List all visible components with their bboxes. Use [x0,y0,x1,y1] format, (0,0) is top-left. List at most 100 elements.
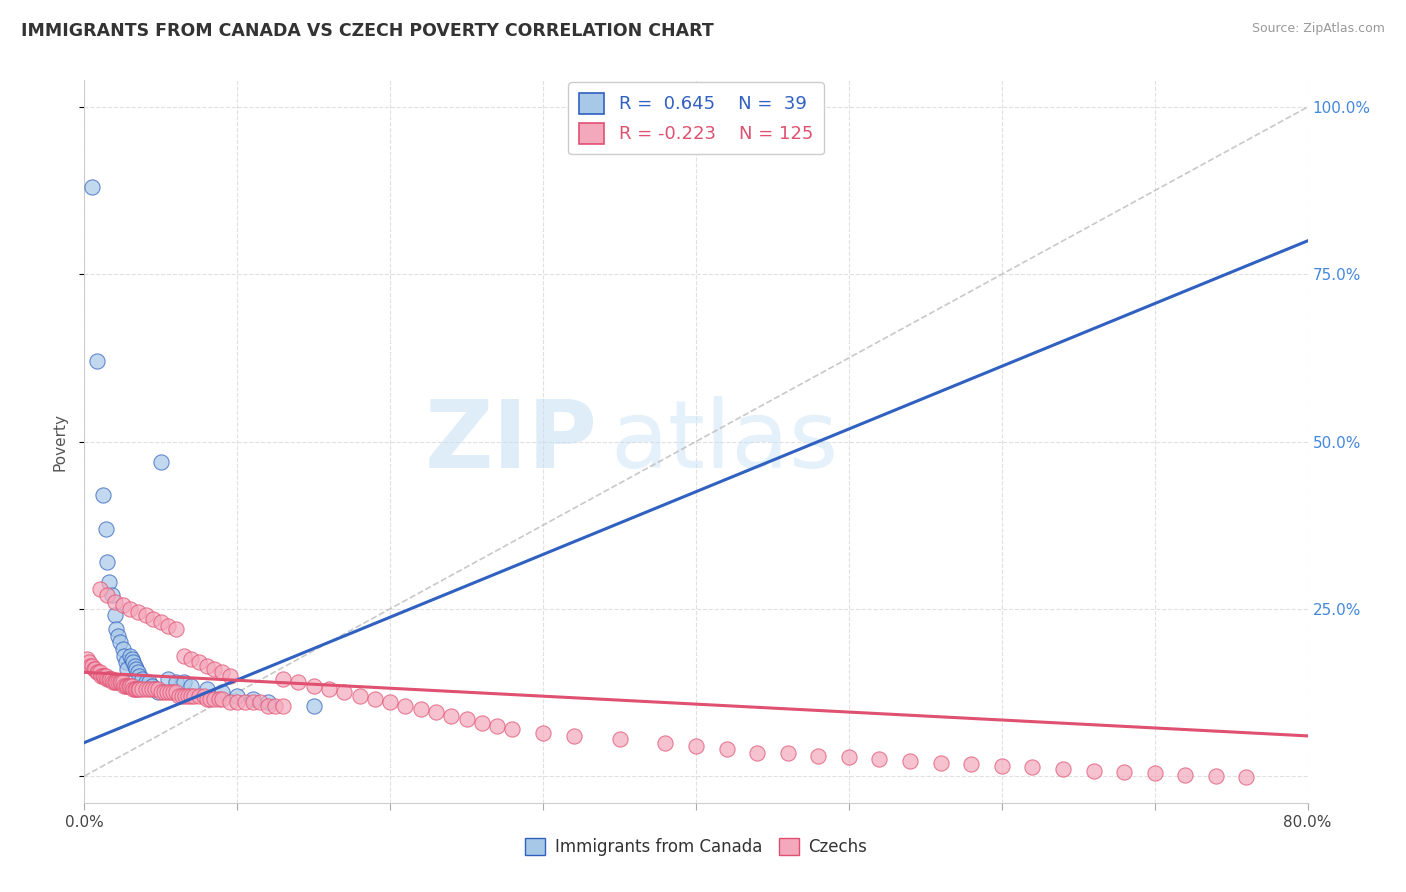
Point [101,672,124,686]
Point [121,679,143,693]
Point [271,698,294,713]
Text: atlas: atlas [610,395,838,488]
Point [195,692,218,706]
Point [440,708,463,723]
Point [195,658,218,673]
Point [249,696,271,710]
Point [226,696,249,710]
Point [90,669,112,683]
Point [193,689,215,703]
Point [138,681,160,696]
Point [162,685,184,699]
Point [456,712,478,726]
Point [93,669,115,683]
Point [156,685,179,699]
Point [83,662,105,676]
Point [107,675,129,690]
Point [165,675,187,690]
Point [112,679,135,693]
Point [146,681,169,696]
Point [131,672,153,686]
Point [135,681,157,696]
Point [143,681,166,696]
Point [242,696,264,710]
Point [107,629,129,643]
Point [79,658,101,673]
Point [110,675,132,690]
Point [149,455,172,469]
Point [425,706,447,720]
Point [838,750,860,764]
Point [991,759,1014,773]
Point [302,679,325,693]
Point [127,681,149,696]
Point [211,685,233,699]
Point [120,679,142,693]
Point [1143,766,1166,780]
Point [165,685,187,699]
Point [776,746,799,760]
Point [122,655,145,669]
Point [105,622,128,636]
Point [94,669,117,683]
Point [172,689,194,703]
Point [97,575,120,590]
Point [114,655,136,669]
Point [318,681,340,696]
Point [173,675,195,690]
Point [202,692,225,706]
Point [1114,765,1136,780]
Point [287,675,309,690]
Point [111,599,134,613]
Point [118,679,141,693]
Point [76,652,98,666]
Point [115,662,138,676]
Point [1083,764,1105,778]
Point [101,589,124,603]
Point [218,696,240,710]
Point [128,681,150,696]
Point [96,672,118,686]
Point [333,685,356,699]
Point [157,672,180,686]
Point [960,756,983,771]
Point [153,685,176,699]
Point [108,635,131,649]
Point [124,681,146,696]
Point [87,665,110,680]
Point [91,488,114,502]
Point [96,555,118,569]
Point [195,681,218,696]
Point [202,662,225,676]
Point [121,652,143,666]
Point [716,742,738,756]
Point [127,605,149,619]
Point [807,749,830,764]
Point [174,689,197,703]
Point [1052,762,1074,776]
Legend: Immigrants from Canada, Czechs: Immigrants from Canada, Czechs [517,831,875,863]
Point [111,675,134,690]
Text: IMMIGRANTS FROM CANADA VS CZECH POVERTY CORRELATION CHART: IMMIGRANTS FROM CANADA VS CZECH POVERTY … [21,22,714,40]
Point [747,746,769,760]
Point [1205,769,1227,783]
Point [89,665,111,680]
Point [96,589,118,603]
Point [157,618,180,632]
Point [114,679,136,693]
Point [685,739,707,753]
Point [86,354,108,368]
Point [211,665,233,680]
Point [86,665,108,680]
Point [159,685,181,699]
Point [128,669,150,683]
Point [609,732,631,747]
Point [180,689,202,703]
Point [562,729,585,743]
Point [146,685,169,699]
Text: ZIP: ZIP [425,395,598,488]
Point [1236,771,1258,785]
Point [124,658,146,673]
Point [271,672,294,686]
Point [97,672,120,686]
